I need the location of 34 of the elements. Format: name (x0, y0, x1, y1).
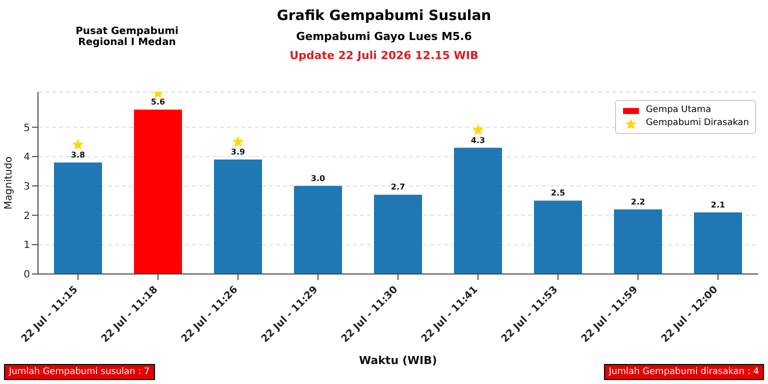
data-label: 3.0 (310, 174, 326, 183)
chart-subtitle: Gempabumi Gayo Lues M5.6 (296, 30, 472, 43)
bar (614, 209, 662, 274)
data-label: 3.9 (230, 148, 246, 157)
y-tick-label: 1 (24, 240, 30, 252)
bar (214, 160, 262, 274)
legend-label: Gempa Utama (646, 104, 712, 117)
y-tick-label: 2 (24, 210, 30, 222)
data-label: 4.3 (470, 136, 486, 145)
bar (54, 162, 102, 274)
bar (294, 186, 342, 274)
bar (374, 194, 422, 274)
y-tick-label: 0 (24, 270, 30, 281)
bar (694, 212, 742, 274)
x-axis-title: Waktu (WIB) (358, 354, 438, 367)
data-label: 2.1 (710, 200, 726, 210)
y-tick-label: 4 (24, 152, 30, 164)
legend-label: Gempabumi Dirasakan (646, 117, 749, 130)
text: Jumlah Gempabumi susulan : 7 (4, 364, 155, 380)
chart-title: Grafik Gempabumi Susulan (276, 8, 492, 24)
data-label: 2.2 (630, 197, 646, 206)
bar (134, 110, 182, 274)
data-label: 2.5 (550, 188, 566, 198)
data-label: 3.8 (70, 150, 86, 160)
y-tick-label: 3 (24, 181, 30, 192)
y-tick-label: 5 (24, 122, 30, 134)
text: Jumlah Gempabumi dirasakan : 4 (604, 364, 764, 380)
text: Pusat Gempabumi Regional I Medan (74, 26, 180, 48)
data-label: 5.6 (150, 98, 166, 107)
bar (534, 200, 582, 274)
data-label: 2.7 (390, 182, 406, 192)
y-axis-title: Magnitudo (4, 156, 15, 210)
text: Update 22 Juli 2026 12.15 WIB (288, 49, 480, 62)
bar (454, 148, 502, 274)
